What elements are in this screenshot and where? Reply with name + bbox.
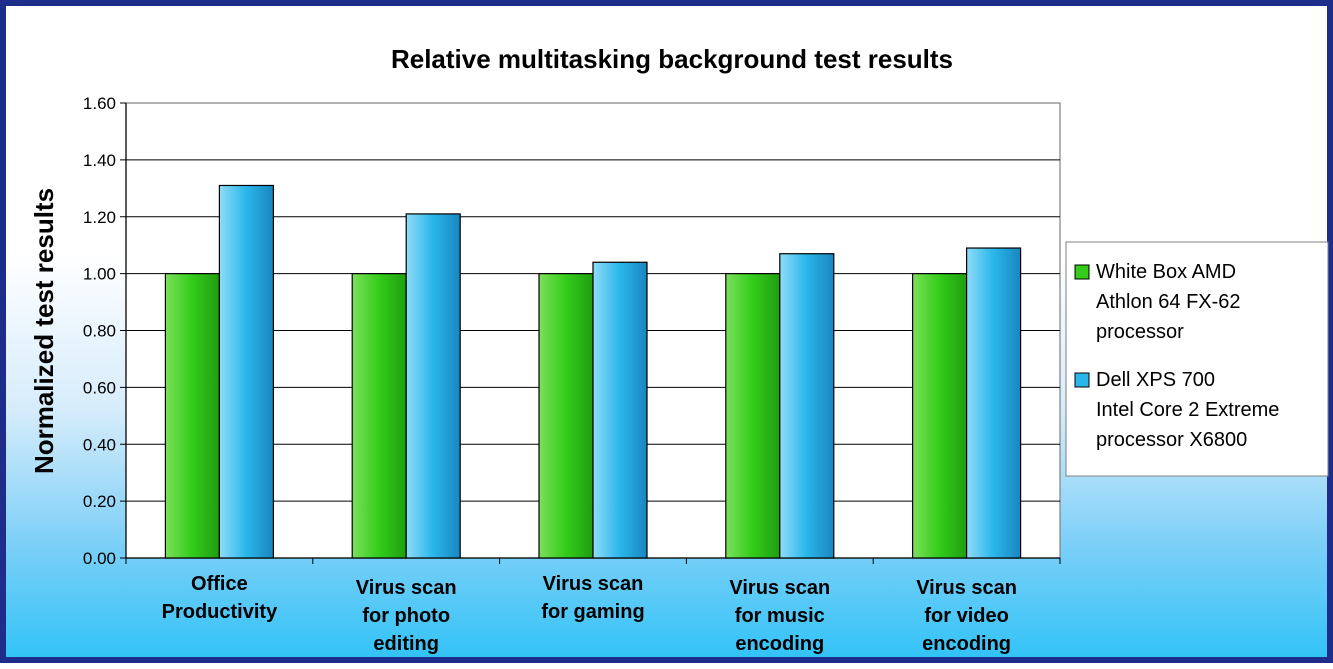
legend-label-line: processor: [1096, 321, 1184, 343]
x-category-label-line: editing: [373, 633, 439, 655]
x-category-label: Virus scan for photo editing: [356, 577, 457, 655]
x-category-label: Virus scan for music encoding: [729, 577, 830, 655]
legend-label-line: White Box AMD: [1096, 261, 1236, 283]
legend-label-line: Dell XPS 700: [1096, 369, 1215, 391]
x-category-label-line: for photo: [362, 605, 450, 627]
bar-series1-cat3: [538, 273, 594, 559]
legend-swatch-series1: [1074, 264, 1090, 280]
bar-series2-cat3: [592, 261, 648, 559]
bar-series2-cat2: [405, 213, 461, 559]
y-tick-label: 0.40: [83, 435, 116, 454]
legend-label-line: Athlon 64 FX-62: [1096, 291, 1241, 313]
x-category-label: Office Productivity: [162, 573, 278, 623]
legend-box: [1065, 241, 1329, 477]
legend: White Box AMD Athlon 64 FX-62 processor Del…: [1065, 241, 1329, 477]
legend-label-line: Intel Core 2 Extreme: [1096, 399, 1279, 421]
x-category-label-line: encoding: [922, 633, 1011, 655]
y-tick-label: 0.60: [83, 378, 116, 397]
y-tick-label: 1.20: [83, 208, 116, 227]
x-category-label-line: Virus scan: [356, 577, 457, 599]
bar-series1-cat2: [351, 273, 407, 559]
x-category-label-line: Virus scan: [916, 577, 1017, 599]
bar-series1-cat5: [911, 273, 968, 559]
bar-series1-cat4: [725, 273, 781, 559]
y-tick-label: 0.00: [83, 549, 116, 568]
y-tick-label: 0.80: [83, 322, 116, 341]
x-category-label-line: Virus scan: [729, 577, 830, 599]
bar-series2-cat4: [779, 253, 835, 559]
x-category-label-line: for video: [924, 605, 1008, 627]
plot-area: 0.00 0.20 0.40 0.60 0.80 1.00 1.20 1.40 1.60 Offi…: [83, 94, 1061, 655]
legend-swatch-series2: [1074, 372, 1090, 388]
y-tick-label: 1.00: [83, 265, 116, 284]
x-category-label-line: for music: [735, 605, 825, 627]
legend-label-series2: Dell XPS 700 Intel Core 2 Extreme processo…: [1096, 369, 1279, 451]
y-tick-label: 1.40: [83, 151, 116, 170]
y-tick-label: 1.60: [83, 94, 116, 113]
bar-series1-cat1: [164, 273, 220, 559]
x-category-label-line: Office: [191, 573, 248, 595]
x-category-label: Virus scan for video encoding: [916, 577, 1017, 655]
bar-series2-cat1: [218, 184, 274, 559]
legend-label-series1: White Box AMD Athlon 64 FX-62 processor: [1096, 261, 1241, 343]
chart-svg: Relative multitasking background test re…: [29, 44, 1329, 655]
x-category-label-line: Virus scan: [543, 573, 644, 595]
y-axis-label: Normalized test results: [29, 188, 59, 474]
bar-series2-cat5: [965, 247, 1022, 559]
x-category-label-line: for gaming: [541, 601, 644, 623]
y-tick-label: 0.20: [83, 492, 116, 511]
legend-label-line: processor X6800: [1096, 429, 1247, 451]
x-category-label-line: encoding: [735, 633, 824, 655]
x-category-label-line: Productivity: [162, 601, 278, 623]
x-category-label: Virus scan for gaming: [541, 573, 644, 623]
chart-title: Relative multitasking background test re…: [391, 44, 953, 74]
